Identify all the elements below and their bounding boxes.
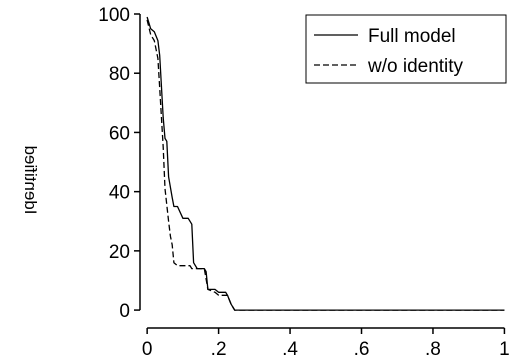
series-line-without-identity [146, 19, 505, 311]
y-tick-label: 100 [98, 5, 130, 26]
axes [139, 14, 505, 329]
series-lines [146, 16, 505, 311]
x-tick-label: .2 [211, 339, 227, 356]
y-axis-label: Identified [21, 146, 40, 215]
y-tick-label: 80 [109, 64, 130, 85]
legend-box [305, 14, 507, 84]
x-tick-label: .6 [354, 339, 370, 356]
legend: Full model w/o identity [305, 14, 507, 84]
y-axis-ticks: 0 20 40 60 80 100 [98, 5, 140, 322]
y-tick-label: 0 [119, 301, 130, 322]
x-tick-label: .8 [425, 339, 441, 356]
legend-label: Full model [368, 26, 456, 47]
y-tick-label: 20 [109, 242, 130, 263]
legend-label: w/o identity [367, 56, 464, 77]
x-tick-label: 0 [142, 339, 153, 356]
x-axis-ticks: 0 .2 .4 .6 .8 1 [142, 328, 510, 356]
x-tick-label: .4 [282, 339, 298, 356]
y-tick-label: 60 [109, 123, 130, 144]
y-tick-label: 40 [109, 183, 130, 204]
x-tick-label: 1 [499, 339, 510, 356]
